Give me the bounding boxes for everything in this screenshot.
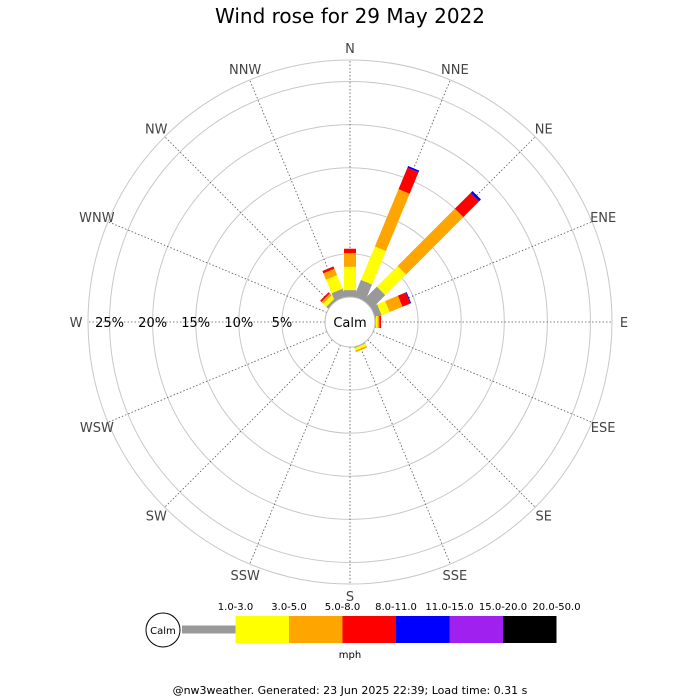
bar-ene-5.0-8.0 (385, 295, 403, 313)
legend-swatch-15.0-20.0 (449, 616, 503, 643)
legend-swatch-11.0-15.0 (396, 616, 450, 643)
spoke-sw (164, 339, 333, 508)
direction-label-se: SE (536, 510, 552, 525)
bar-n-3.0-5.0 (344, 266, 356, 291)
direction-label-ne: NE (535, 122, 553, 137)
direction-label-w: W (70, 316, 83, 331)
spoke-ssw (249, 344, 341, 565)
direction-labels: N NNE NE ENE E ESE SE SSE S SSW SW WSW W WNW NW NNW (70, 42, 629, 605)
legend-label-5.0-8.0: 5.0-8.0 (325, 602, 360, 613)
bar-n-8.0-11.0 (344, 248, 356, 254)
direction-label-nne: NNE (441, 63, 469, 78)
direction-label-ene: ENE (590, 211, 616, 226)
rose-bars (320, 166, 482, 353)
speed-legend: Calm 1.0-3.0 3.0-5.0 5.0-8.0 8.0-11.0 11.0-15… (145, 602, 581, 661)
calm-circle-shape (324, 296, 376, 348)
legend-swatch-3.0-5.0 (235, 616, 289, 643)
bar-ne-1.0-3.0 (363, 286, 386, 309)
legend-label-11.0-15.0: 11.0-15.0 (425, 602, 473, 613)
grid-ring (195, 167, 505, 477)
legend-label-8.0-11.0: 8.0-11.0 (375, 602, 417, 613)
spoke-ese (372, 331, 593, 423)
direction-label-ssw: SSW (230, 569, 260, 584)
radial-tick-labels: 5% 10% 15% 20% 25% (95, 316, 292, 331)
bar-ene-3.0-5.0 (377, 300, 390, 316)
chart-title: Wind rose for 29 May 2022 (215, 4, 485, 28)
legend-calm-label: Calm (150, 626, 176, 637)
bar-sse-3.0-5.0 (354, 343, 367, 351)
radial-tick-label: 5% (272, 316, 293, 331)
direction-label-sw: SW (146, 510, 167, 525)
direction-label-s: S (346, 590, 354, 605)
legend-unit-label: mph (339, 650, 361, 661)
footer-credits: @nw3weather. Generated: 23 Jun 2025 22:3… (172, 684, 528, 697)
bar-nw-3.0-5.0 (323, 295, 335, 307)
legend-swatch-1.0-3.0 (182, 625, 236, 634)
calm-label: Calm (333, 316, 366, 331)
bar-nne-5.0-8.0 (374, 189, 410, 252)
bar-n-5.0-8.0 (344, 253, 356, 267)
bar-nne-1.0-3.0 (354, 279, 373, 302)
grid-ring (109, 81, 591, 563)
legend-swatch-8.0-11.0 (342, 616, 396, 643)
direction-label-wnw: WNW (79, 211, 115, 226)
grid-ring (238, 210, 462, 434)
legend-label-20.0-50.0: 20.0-50.0 (532, 602, 580, 613)
bar-ne-5.0-8.0 (397, 208, 464, 275)
legend-swatch-20.0-50.0 (503, 616, 557, 643)
legend-label-3.0-5.0: 3.0-5.0 (271, 602, 306, 613)
bar-ene-8.0-11.0 (397, 292, 411, 307)
bar-nne-8.0-11.0 (398, 167, 419, 194)
bar-ne-3.0-5.0 (376, 265, 407, 296)
calm-circle: Calm (324, 296, 376, 348)
bar-ne-8.0-11.0 (454, 192, 480, 218)
radial-tick-label: 10% (224, 316, 253, 331)
bar-nw-5.0-8.0 (321, 293, 332, 304)
grid-ring-outer (87, 59, 613, 585)
direction-label-nnw: NNW (229, 63, 261, 78)
bar-e-8.0-11.0 (379, 316, 382, 328)
bar-n-1.0-3.0 (344, 290, 356, 297)
bar-nnw-8.0-11.0 (322, 266, 335, 274)
bar-e-5.0-8.0 (377, 316, 380, 328)
direction-label-nw: NW (145, 122, 168, 137)
radial-tick-label: 25% (95, 316, 124, 331)
direction-label-sse: SSE (442, 569, 467, 584)
bar-nw-1.0-3.0 (326, 298, 337, 309)
bar-sse-5.0-8.0 (355, 345, 368, 353)
spoke-wsw (107, 331, 328, 423)
bar-ene-1.0-3.0 (370, 304, 382, 318)
direction-label-wsw: WSW (80, 421, 114, 436)
direction-label-ese: ESE (591, 421, 616, 436)
bar-nnw-3.0-5.0 (325, 275, 343, 294)
bar-nne-3.0-5.0 (360, 246, 386, 285)
bar-e-3.0-5.0 (375, 316, 378, 328)
bar-ne-11.0-15.0 (470, 190, 482, 202)
radial-tick-label: 15% (181, 316, 210, 331)
radial-tick-label: 20% (138, 316, 167, 331)
bar-nnw-5.0-8.0 (323, 268, 338, 280)
legend-calm-circle (145, 612, 181, 648)
bar-nne-11.0-15.0 (407, 166, 420, 173)
spoke-sse (359, 344, 451, 565)
polar-grid (87, 59, 613, 585)
spoke-ene (372, 221, 593, 313)
legend-swatch-5.0-8.0 (289, 616, 343, 643)
spoke-nw (164, 136, 333, 305)
legend-label-15.0-20.0: 15.0-20.0 (479, 602, 527, 613)
spoke-wnw (107, 221, 328, 313)
legend-label-1.0-3.0: 1.0-3.0 (218, 602, 253, 613)
direction-label-e: E (620, 316, 628, 331)
bar-nw-8.0-11.0 (320, 292, 330, 302)
bar-ene-11.0-15.0 (405, 292, 412, 304)
spoke-se (367, 339, 536, 508)
direction-label-n: N (345, 42, 355, 57)
spoke-nnw (249, 79, 341, 300)
